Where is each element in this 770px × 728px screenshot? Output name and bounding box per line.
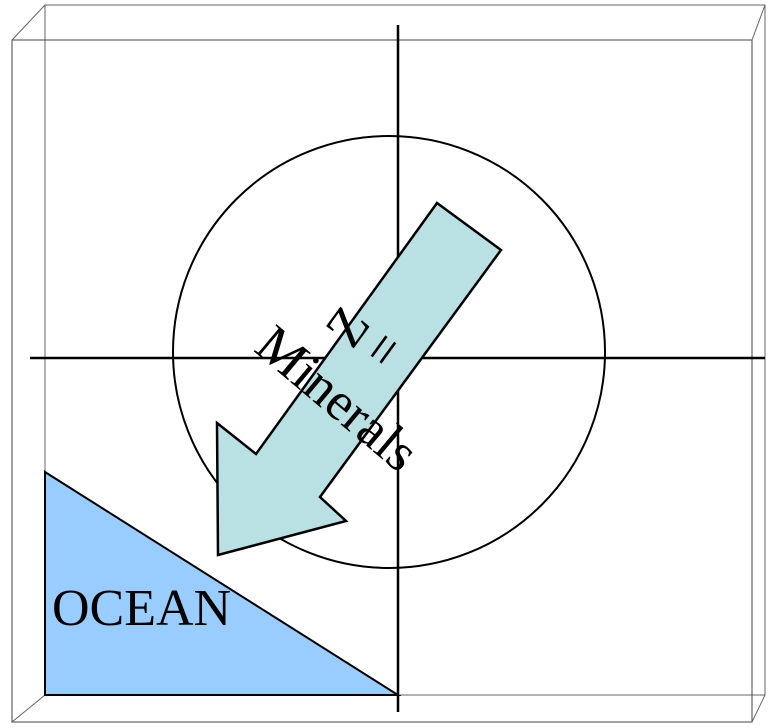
box-front-face bbox=[11, 39, 753, 723]
ocean-triangle bbox=[44, 470, 402, 696]
central-circle bbox=[172, 135, 606, 569]
box-edge-top-left bbox=[11, 4, 46, 41]
minerals-arrow bbox=[215, 201, 503, 557]
box-frame bbox=[11, 4, 766, 723]
ocean-label: OCEAN bbox=[52, 580, 231, 637]
box-edge-top-right bbox=[751, 4, 766, 41]
box-edge-bottom-left bbox=[11, 694, 46, 723]
box-edge-bottom-right bbox=[751, 694, 766, 723]
box-back-face bbox=[44, 4, 766, 696]
